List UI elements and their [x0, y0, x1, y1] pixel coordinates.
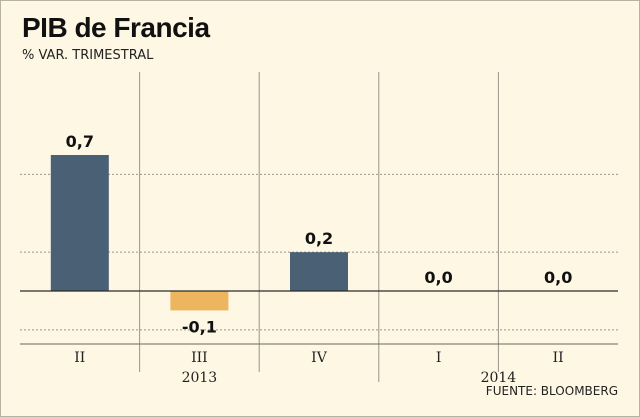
bar [170, 291, 229, 311]
x-tick-label: II [74, 350, 85, 366]
chart-subtitle: % VAR. TRIMESTRAL [22, 48, 154, 63]
x-tick-label: I [436, 350, 442, 366]
bar [50, 155, 109, 291]
source-note: FUENTE: BLOOMBERG [485, 384, 618, 398]
x-tick-label: II [553, 350, 564, 366]
page-title: PIB de Francia [22, 12, 210, 43]
bar [290, 252, 348, 291]
data-label: 0,2 [305, 229, 333, 248]
data-label: 0,7 [66, 132, 94, 151]
x-tick-label: III [191, 350, 208, 366]
data-label: 0,0 [424, 268, 452, 287]
year-label: 2014 [481, 370, 517, 386]
x-tick-label: IV [311, 350, 328, 366]
data-label: 0,0 [544, 268, 572, 287]
year-label: 2013 [182, 370, 218, 386]
data-label: -0,1 [182, 317, 217, 336]
